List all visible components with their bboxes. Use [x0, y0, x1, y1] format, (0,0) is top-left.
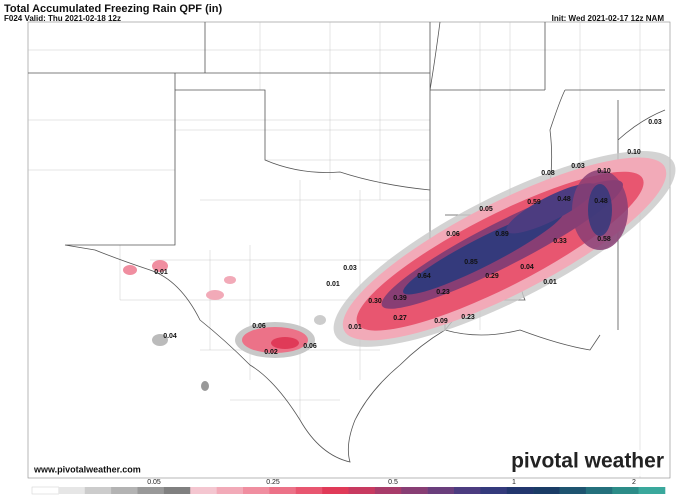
map-value-label: 0.23	[461, 314, 475, 321]
map-value-label: 0.33	[553, 238, 567, 245]
map-value-label: 0.04	[163, 333, 177, 340]
colorbar-swatch	[295, 487, 323, 494]
map-value-label: 0.64	[417, 273, 431, 280]
map-value-label: 0.02	[264, 349, 278, 356]
map-value-label: 0.85	[464, 259, 478, 266]
map-value-label: 0.01	[348, 324, 362, 331]
map-value-label: 0.08	[541, 170, 555, 177]
colorbar-swatch	[374, 487, 402, 494]
map-value-label: 0.09	[434, 318, 448, 325]
precip-shading	[123, 150, 676, 391]
colorbar-swatch	[58, 487, 86, 494]
map-value-label: 0.03	[343, 265, 357, 272]
map-value-label: 0.01	[154, 269, 168, 276]
colorbar-swatch	[163, 487, 191, 494]
colorbar-swatch	[137, 487, 165, 494]
map-value-label: 0.48	[594, 198, 608, 205]
map-value-label: 0.39	[393, 295, 407, 302]
map-value-label: 0.05	[479, 206, 493, 213]
map-value-label: 0.10	[597, 168, 611, 175]
map-value-label: 0.03	[648, 119, 662, 126]
colorbar-swatch	[243, 487, 270, 494]
colorbar-tick-label: 0.05	[147, 479, 161, 486]
colorbar-tick-label: 2	[632, 479, 636, 486]
logo-backdrop	[474, 450, 668, 476]
map-value-label: 0.01	[543, 279, 557, 286]
colorbar-swatch	[480, 487, 508, 494]
map-value-label: 0.59	[527, 199, 541, 206]
colorbar-swatch	[506, 487, 534, 494]
valid-time: F024 Valid: Thu 2021-02-18 12z	[4, 14, 121, 23]
website: www.pivotalweather.com	[33, 464, 141, 474]
map-value-label: 0.27	[393, 315, 407, 322]
map-value-label: 0.10	[627, 149, 641, 156]
map-value-label: 0.30	[368, 298, 382, 305]
map-value-label: 0.01	[326, 281, 340, 288]
colorbar-swatch	[216, 487, 244, 494]
map-value-label: 0.06	[446, 231, 460, 238]
colorbar-swatch	[559, 487, 587, 494]
colorbar-swatch	[454, 487, 481, 494]
title: Total Accumulated Freezing Rain QPF (in)	[4, 3, 223, 15]
colorbar-swatch	[348, 487, 376, 494]
colorbar-tick-label: 0.25	[266, 479, 280, 486]
colorbar-swatch	[322, 487, 349, 494]
county-lines	[28, 22, 670, 478]
map-value-label: 0.58	[597, 236, 611, 243]
colorbar-swatch	[190, 487, 217, 494]
colorbar-tick-label: 0.5	[388, 479, 398, 486]
colorbar-swatch	[612, 487, 639, 494]
map-value-label: 0.06	[303, 343, 317, 350]
colorbar-swatch	[31, 486, 59, 495]
colorbar-swatch	[638, 487, 666, 494]
colorbar-swatch	[427, 487, 455, 494]
map-value-label: 0.03	[571, 163, 585, 170]
map-value-label: 0.29	[485, 273, 499, 280]
colorbar-swatch	[111, 487, 138, 494]
colorbar-tick-label: 1	[512, 479, 516, 486]
logo: pivotal weather	[511, 450, 664, 473]
colorbar-swatch	[533, 487, 560, 494]
map-value-label: 0.04	[520, 264, 534, 271]
colorbar-swatch	[269, 487, 297, 494]
colorbar-swatch	[401, 487, 428, 494]
map-value-label: 0.23	[436, 289, 450, 296]
colorbar-swatch	[84, 487, 112, 494]
map-value-label: 0.89	[495, 231, 509, 238]
map-value-label: 0.48	[557, 196, 571, 203]
init-time: Init: Wed 2021-02-17 12z NAM	[552, 14, 665, 23]
map-value-label: 0.06	[252, 323, 266, 330]
colorbar-swatch	[585, 487, 613, 494]
